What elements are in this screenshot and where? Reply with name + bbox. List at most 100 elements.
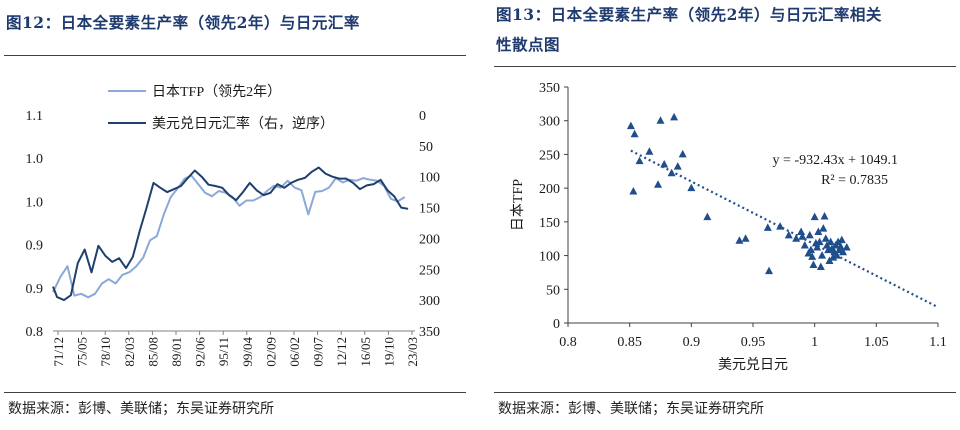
scatter-point — [808, 252, 817, 260]
x-tick-label: 1 — [811, 335, 818, 350]
scatter-point — [670, 112, 679, 121]
scatter-point — [842, 242, 851, 251]
y-tick-label: 200 — [539, 182, 560, 197]
scatter-point — [832, 251, 841, 259]
right-y-tick-label: 150 — [419, 202, 440, 217]
left-y-tick-label: 1.0 — [26, 152, 44, 167]
scatter-point — [654, 180, 663, 188]
right-y-tick-label: 0 — [419, 109, 426, 124]
usdjpy-series-line — [52, 166, 409, 302]
x-tick-label: 0.9 — [683, 335, 701, 350]
x-tick-label: 85/08 — [145, 337, 160, 367]
scatter-point — [816, 262, 825, 271]
right-y-tick-label: 300 — [419, 294, 440, 309]
scatter-point — [820, 211, 829, 220]
scatter-point — [763, 223, 772, 231]
x-tick-label: 09/07 — [311, 337, 326, 367]
scatter-point — [814, 227, 823, 235]
scatter-point — [656, 116, 665, 124]
right-y-tick-label: 200 — [419, 232, 440, 247]
x-tick-label: 92/06 — [193, 337, 208, 367]
scatter-point — [806, 245, 815, 254]
scatter-point — [829, 253, 838, 261]
scatter-point — [800, 240, 809, 249]
scatter-point — [784, 230, 793, 239]
scatter-point — [815, 237, 824, 246]
y-tick-label: 0 — [553, 317, 560, 332]
left-y-tick-label: 0.8 — [26, 325, 44, 340]
x-tick-label: 99/04 — [240, 337, 255, 367]
x-tick-label: 19/10 — [381, 337, 396, 367]
left-y-tick-label: 0.9 — [26, 282, 44, 297]
x-tick-label: 82/03 — [122, 337, 137, 367]
right-y-tick-label: 50 — [419, 140, 433, 155]
x-tick-label: 0.95 — [741, 335, 766, 350]
y-tick-label: 300 — [539, 115, 560, 130]
scatter-point — [626, 121, 635, 130]
scatter-point — [805, 230, 814, 239]
x-tick-label: 75/05 — [75, 337, 90, 367]
scatter-point — [798, 232, 807, 240]
source-rule — [494, 392, 956, 393]
legend-label: 日本TFP（领先2年） — [152, 84, 281, 100]
scatter-point — [629, 187, 638, 195]
y-tick-label: 100 — [539, 250, 560, 265]
scatter-point — [818, 251, 827, 259]
scatter-point — [797, 227, 806, 235]
linear-trendline — [630, 149, 939, 309]
legend-label: 美元兑日元汇率（右，逆序） — [152, 115, 334, 132]
x-tick-label: 95/11 — [216, 337, 231, 366]
scatter-point — [645, 147, 654, 155]
left-y-tick-label: 0.9 — [26, 239, 44, 254]
x-tick-label: 78/10 — [98, 337, 113, 367]
scatter-point — [660, 160, 669, 168]
y-tick-label: 150 — [539, 216, 560, 231]
title-rule — [494, 66, 956, 67]
tfp-fx-scatter-chart: 0 50 100 150 200 250 300 350 0.8 0.85 0.9 0.95 1 1.05… — [510, 81, 947, 373]
x-tick-label: 0.85 — [617, 335, 642, 350]
scatter-point — [836, 242, 845, 250]
x-axis-title: 美元兑日元 — [718, 357, 788, 373]
scatter-point — [821, 234, 830, 242]
right-figure-panel: 图13：日本全要素生产率（领先2年）与日元汇率相关 性散点图 0 50 100 150… — [490, 0, 960, 430]
scatter-point — [635, 156, 644, 165]
scatter-point — [687, 183, 696, 192]
scatter-point — [673, 162, 682, 170]
x-tick-label: 23/03 — [405, 337, 420, 367]
x-tick-label: 71/12 — [51, 337, 66, 367]
left-y-tick-label: 1.1 — [26, 109, 44, 124]
scatter-point — [839, 247, 848, 256]
y-tick-label: 50 — [546, 283, 560, 298]
scatter-point — [810, 212, 819, 221]
tfp-fx-line-chart: 1.1 1.0 1.0 0.9 0.9 0.8 0 50 100 150 200 250 300 350 7… — [26, 84, 441, 367]
x-tick-label: 12/12 — [334, 337, 349, 367]
x-tick-label: 1.1 — [929, 335, 947, 350]
scatter-point — [765, 266, 774, 275]
scatter-point — [776, 222, 785, 230]
scatter-point — [735, 236, 744, 244]
figure-13-title-line-1: 图13：日本全要素生产率（领先2年）与日元汇率相关 — [496, 5, 882, 24]
y-tick-label: 250 — [539, 148, 560, 163]
y-axis-title: 日本TFP — [510, 179, 526, 231]
x-tick-label: 0.8 — [559, 335, 577, 350]
r-squared-label: R² = 0.7835 — [821, 173, 888, 188]
scatter-point — [741, 234, 750, 242]
x-tick-label: 06/02 — [287, 337, 302, 367]
regression-equation: y = -932.43x + 1049.1 — [773, 153, 898, 168]
scatter-point — [837, 235, 846, 244]
source-note: 数据来源：彭博、美联储；东吴证券研究所 — [8, 401, 274, 417]
scatter-point — [667, 168, 676, 177]
scatter-point — [826, 237, 835, 246]
y-tick-label: 350 — [539, 81, 560, 96]
title-rule — [4, 55, 466, 56]
figure-12-title: 图12：日本全要素生产率（领先2年）与日元汇率 — [6, 13, 360, 32]
left-figure-panel: 图12：日本全要素生产率（领先2年）与日元汇率 1.1 1.0 1.0 0.9 0.9 0… — [0, 0, 470, 430]
scatter-point — [678, 149, 687, 158]
scatter-point — [813, 242, 822, 251]
scatter-point — [792, 234, 801, 242]
source-note: 数据来源：彭博、美联储；东吴证券研究所 — [498, 401, 764, 417]
scatter-point — [809, 260, 818, 269]
figure-13-title-line-2: 性散点图 — [496, 35, 561, 54]
x-tick-label: 16/05 — [358, 337, 373, 367]
left-y-tick-label: 1.0 — [26, 195, 44, 210]
